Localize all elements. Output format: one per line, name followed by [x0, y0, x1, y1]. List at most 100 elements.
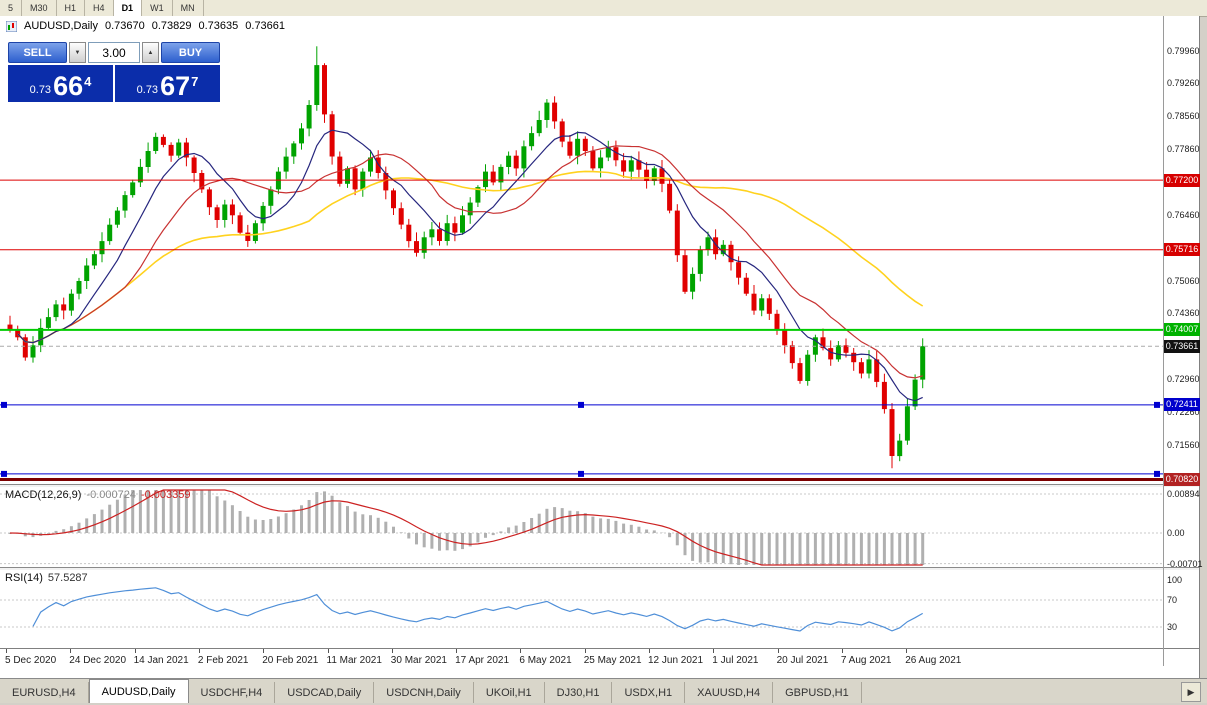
chart-window: AUDUSD,Daily 0.73670 0.73829 0.73635 0.7… [0, 16, 1203, 678]
price-axis-label: 0.72960 [1167, 374, 1200, 385]
date-label: 14 Jan 2021 [133, 655, 189, 666]
price-axis-label: 0.75060 [1167, 275, 1200, 286]
date-label: 6 May 2021 [519, 655, 572, 666]
buy-price-big: 67 [160, 71, 191, 101]
date-tick [520, 649, 522, 653]
rsi-value: 57.5287 [47, 572, 88, 584]
date-tick [198, 649, 200, 653]
timeframe-button-mn[interactable]: MN [172, 0, 204, 16]
timeframe-button-w1[interactable]: W1 [142, 0, 173, 16]
chart-header: AUDUSD,Daily 0.73670 0.73829 0.73635 0.7… [5, 20, 285, 32]
macd-panel-canvas[interactable] [0, 487, 1199, 567]
date-tick [391, 649, 393, 653]
date-label: 26 Aug 2021 [905, 655, 962, 666]
price-tag: 0.74007 [1164, 323, 1200, 337]
sell-price-prefix: 0.73 [29, 84, 52, 96]
volume-input[interactable] [88, 42, 140, 63]
buy-price-prefix: 0.73 [136, 84, 159, 96]
timeframe-button-h4[interactable]: H4 [85, 0, 114, 16]
symbol-title: AUDUSD,Daily [24, 20, 98, 32]
timeframe-button-h1[interactable]: H1 [56, 0, 86, 16]
chart-tab-xauusd-h4[interactable]: XAUUSD,H4 [685, 682, 774, 703]
sell-price-big: 66 [53, 71, 84, 101]
ohlc-low: 0.73635 [198, 20, 239, 32]
date-tick [906, 649, 908, 653]
price-axis-label: 0.71560 [1167, 439, 1200, 450]
timeframe-button-5[interactable]: 5 [0, 0, 23, 16]
price-tag: 0.70820 [1164, 473, 1200, 487]
chart-tab-usdx-h1[interactable]: USDX,H1 [612, 682, 686, 703]
macd-label: MACD(12,26,9) -0.000724 -0.003359 [5, 489, 191, 501]
ohlc-open: 0.73670 [104, 20, 145, 32]
date-tick [327, 649, 329, 653]
buy-button[interactable]: BUY [161, 42, 220, 63]
date-label: 1 Jul 2021 [712, 655, 759, 666]
bottom-tab-bar: EURUSD,H4 AUDUSD,Daily USDCHF,H4 USDCAD,Dai… [0, 678, 1207, 703]
date-label: 12 Jun 2021 [648, 655, 704, 666]
volume-up-button[interactable]: ▲ [142, 42, 159, 63]
timeframe-button-m30[interactable]: M30 [22, 0, 57, 16]
tab-scroll-right-button[interactable]: ▶ [1181, 682, 1201, 702]
macd-panel-separator[interactable] [0, 484, 1199, 487]
rsi-panel-separator[interactable] [0, 567, 1199, 570]
chart-tab-usdcad-daily[interactable]: USDCAD,Daily [275, 682, 375, 703]
sell-price-pip: 4 [84, 74, 92, 89]
date-axis[interactable]: 5 Dec 2020 24 Dec 2020 14 Jan 2021 2 Feb 20… [0, 648, 1199, 669]
chart-tab-usdchf-h4[interactable]: USDCHF,H4 [189, 682, 276, 703]
rsi-axis-label: 30 [1167, 622, 1178, 632]
date-tick [134, 649, 136, 653]
date-tick [584, 649, 586, 653]
rsi-name: RSI(14) [5, 572, 43, 584]
macd-name: MACD(12,26,9) [5, 489, 82, 501]
price-tag: 0.77200 [1164, 173, 1200, 187]
chart-tab-eurusd-h4[interactable]: EURUSD,H4 [0, 682, 89, 703]
date-tick [70, 649, 72, 653]
rsi-label: RSI(14) 57.5287 [5, 572, 88, 584]
buy-price-display[interactable]: 0.73 67 7 [115, 65, 220, 102]
chart-tab-audusd-daily[interactable]: AUDUSD,Daily [88, 679, 189, 703]
price-tag: 0.72411 [1164, 398, 1200, 412]
sell-price-display[interactable]: 0.73 66 4 [8, 65, 113, 102]
macd-signal-value: -0.003359 [140, 489, 191, 501]
chart-tab-usdcnh-daily[interactable]: USDCNH,Daily [374, 682, 474, 703]
macd-axis-label: 0.00894 [1167, 488, 1200, 499]
main-chart-canvas[interactable] [0, 16, 1199, 484]
price-axis[interactable]: 0.79960 0.79260 0.78560 0.77860 0.76460 0.750… [1164, 16, 1203, 678]
date-tick [713, 649, 715, 653]
date-tick [263, 649, 265, 653]
date-label: 20 Feb 2021 [262, 655, 319, 666]
price-axis-label: 0.74360 [1167, 308, 1200, 319]
chart-tab-ukoil-h1[interactable]: UKOil,H1 [474, 682, 545, 703]
date-label: 24 Dec 2020 [69, 655, 127, 666]
timeframe-bar: 5 M30 H1 H4 D1 W1 MN [0, 0, 1207, 17]
macd-axis-label: 0.00 [1167, 528, 1185, 538]
date-label: 25 May 2021 [583, 655, 642, 666]
date-label: 30 Mar 2021 [390, 655, 447, 666]
date-label: 11 Mar 2021 [326, 655, 382, 666]
date-label: 17 Apr 2021 [455, 655, 510, 666]
one-click-trade-panel: SELL ▼ ▲ BUY 0.73 66 4 0.73 67 7 [8, 42, 220, 102]
date-label: 20 Jul 2021 [776, 655, 829, 666]
date-label: 5 Dec 2020 [5, 655, 57, 666]
rsi-axis-label: 100 [1167, 574, 1183, 585]
price-tag: 0.73661 [1164, 339, 1200, 353]
date-tick [6, 649, 7, 653]
date-tick [456, 649, 458, 653]
price-axis-label: 0.76460 [1167, 209, 1200, 220]
date-tick [841, 649, 843, 653]
chart-tab-dj30-h1[interactable]: DJ30,H1 [545, 682, 613, 703]
chart-tab-gbpusd-h1[interactable]: GBPUSD,H1 [773, 682, 862, 703]
date-tick [649, 649, 650, 653]
timeframe-button-d1[interactable]: D1 [113, 0, 143, 16]
ohlc-high: 0.73829 [151, 20, 192, 32]
rsi-panel-canvas[interactable] [0, 570, 1199, 648]
date-tick [777, 649, 779, 653]
macd-main-value: -0.000724 [86, 489, 136, 501]
price-axis-label: 0.79960 [1167, 45, 1200, 56]
price-axis-label: 0.79260 [1167, 78, 1200, 89]
buy-price-pip: 7 [191, 74, 199, 89]
price-axis-label: 0.72260 [1167, 406, 1200, 417]
sell-button[interactable]: SELL [8, 42, 67, 63]
price-axis-label: 0.78560 [1167, 111, 1200, 122]
volume-down-button[interactable]: ▼ [69, 42, 86, 63]
